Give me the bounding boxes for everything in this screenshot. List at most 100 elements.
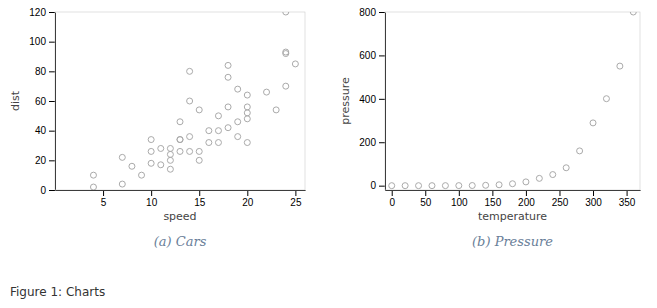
- point: [442, 183, 448, 189]
- plot-frame: [55, 12, 305, 190]
- point: [244, 92, 250, 98]
- y-tick-mark: [49, 71, 55, 72]
- point: [206, 128, 212, 134]
- point: [389, 183, 395, 189]
- x-tick: 200: [518, 190, 535, 208]
- x-tick-mark: [425, 190, 426, 196]
- point: [244, 140, 250, 146]
- point: [244, 104, 250, 110]
- x-tick-label: 250: [552, 197, 569, 208]
- y-tick: 80: [35, 66, 55, 77]
- point: [469, 183, 475, 189]
- x-tick-label: 50: [420, 197, 432, 208]
- y-tick-label: 0: [40, 185, 46, 196]
- x-tick-label: 300: [585, 197, 602, 208]
- x-tick: 0: [389, 190, 395, 208]
- x-tick-label: 350: [619, 197, 636, 208]
- y-tick-label: 60: [35, 96, 47, 107]
- x-tick-label: 0: [389, 197, 395, 208]
- point: [90, 184, 96, 190]
- point: [563, 165, 569, 171]
- point: [215, 140, 221, 146]
- y-axis-label: dist: [9, 90, 22, 111]
- x-axis-label: speed: [163, 210, 196, 223]
- point: [402, 183, 408, 189]
- point: [283, 12, 289, 15]
- x-tick: 100: [451, 190, 468, 208]
- y-tick-mark: [49, 12, 55, 13]
- y-tick-label: 40: [35, 125, 47, 136]
- points: [389, 12, 637, 189]
- y-tick: 800: [359, 7, 385, 18]
- point: [273, 107, 279, 113]
- subplot-caption: (b) Pressure: [472, 234, 553, 249]
- y-tick-label: 80: [35, 66, 47, 77]
- y-tick: 400: [359, 94, 385, 105]
- point: [215, 128, 221, 134]
- point: [496, 182, 502, 188]
- x-tick-label: 20: [242, 197, 254, 208]
- x-tick-mark: [627, 190, 628, 196]
- y-tick-label: 100: [29, 36, 46, 47]
- y-tick: 100: [29, 36, 55, 47]
- point: [187, 68, 193, 74]
- subplot-caption: (a) Cars: [154, 234, 207, 249]
- x-tick-mark: [103, 190, 104, 196]
- x-tick-label: 5: [101, 197, 107, 208]
- panel: 510152025020406080100120speeddist(a) Car…: [9, 7, 306, 249]
- y-tick: 0: [370, 180, 385, 191]
- y-tick: 200: [359, 137, 385, 148]
- x-axis: 050100150200250300350: [386, 190, 641, 208]
- point: [603, 96, 609, 102]
- x-tick-mark: [295, 190, 296, 196]
- x-tick: 300: [585, 190, 602, 208]
- point: [119, 154, 125, 160]
- x-tick-mark: [392, 190, 393, 196]
- point: [158, 162, 164, 168]
- point: [235, 86, 241, 92]
- point: [510, 181, 516, 187]
- point: [483, 182, 489, 188]
- x-tick-label: 15: [194, 197, 206, 208]
- point: [283, 83, 289, 89]
- x-tick-label: 100: [451, 197, 468, 208]
- panel: 0501001502002503003500200400600800temper…: [339, 7, 641, 249]
- x-tick: 250: [552, 190, 569, 208]
- point: [139, 172, 145, 178]
- point: [148, 148, 154, 154]
- point: [167, 145, 173, 151]
- point: [630, 12, 636, 15]
- y-tick-label: 20: [35, 155, 47, 166]
- x-tick: 20: [242, 190, 254, 208]
- point: [244, 110, 250, 116]
- y-tick-label: 120: [29, 7, 46, 18]
- x-tick: 25: [290, 190, 302, 208]
- y-tick-mark: [379, 142, 385, 143]
- x-tick: 5: [101, 190, 107, 208]
- y-tick-mark: [379, 12, 385, 13]
- point: [225, 104, 231, 110]
- y-tick-mark: [49, 101, 55, 102]
- point: [196, 157, 202, 163]
- x-axis-label: temperature: [478, 210, 547, 223]
- point: [235, 119, 241, 125]
- point: [244, 116, 250, 122]
- y-tick-mark: [379, 186, 385, 187]
- point: [456, 183, 462, 189]
- point: [177, 137, 183, 143]
- point: [148, 160, 154, 166]
- point: [206, 140, 212, 146]
- figure: 510152025020406080100120speeddist(a) Car…: [0, 0, 657, 308]
- y-tick: 600: [359, 50, 385, 61]
- point: [536, 175, 542, 181]
- y-axis: 0 20 40 60 80 100 120: [29, 7, 55, 196]
- point: [167, 157, 173, 163]
- x-tick-mark: [151, 190, 152, 196]
- point: [158, 145, 164, 151]
- point: [187, 134, 193, 140]
- point: [90, 172, 96, 178]
- x-tick-label: 25: [290, 197, 302, 208]
- point: [225, 74, 231, 80]
- x-tick-label: 200: [518, 197, 535, 208]
- x-tick-mark: [526, 190, 527, 196]
